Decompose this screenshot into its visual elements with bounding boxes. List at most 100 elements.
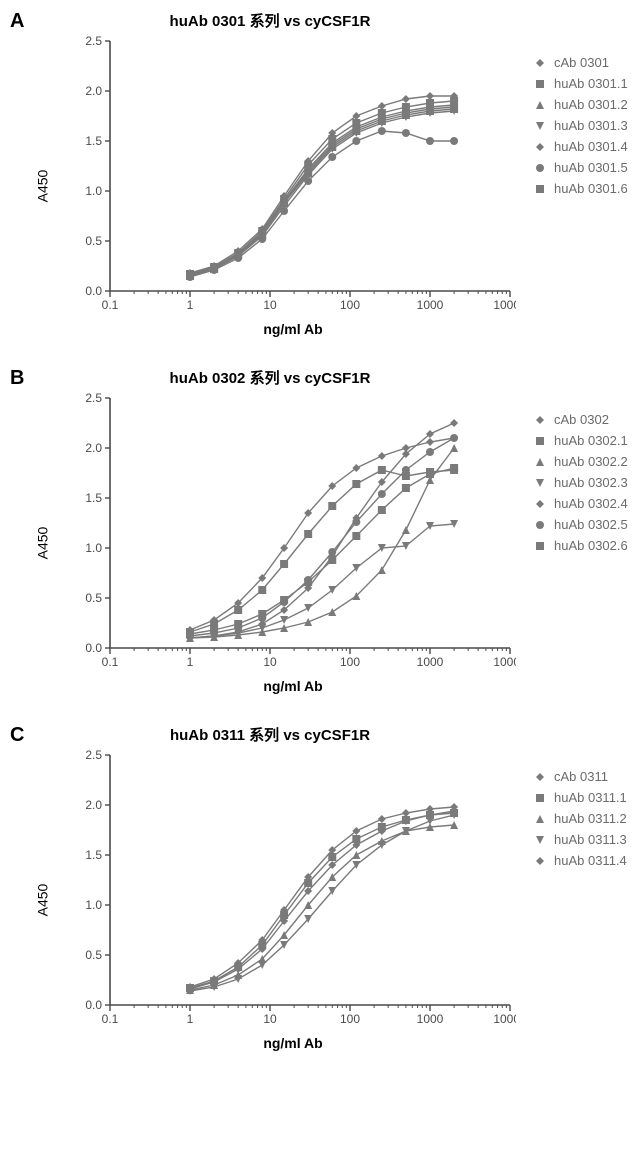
legend-item: cAb 0301 — [534, 55, 628, 70]
legend-item: huAb 0311.2 — [534, 811, 627, 826]
legend: cAb 0302 huAb 0302.1 huAb 0302.2 huAb 0302.… — [534, 412, 628, 559]
legend-marker-icon — [534, 120, 546, 132]
legend-marker-icon — [534, 519, 546, 531]
legend: cAb 0301huAb 0301.1huAb 0301.2huAb 0301.… — [534, 55, 628, 202]
svg-text:2.0: 2.0 — [85, 441, 102, 455]
legend-label: cAb 0311 — [554, 769, 608, 784]
chart-svg: 0.00.51.01.52.02.50.1110100100010000 — [70, 749, 516, 1033]
chart-row: A4500.00.51.01.52.02.50.1110100100010000… — [10, 392, 630, 694]
svg-text:1.5: 1.5 — [85, 848, 102, 862]
chart-svg: 0.00.51.01.52.02.50.1110100100010000 — [70, 35, 516, 319]
series-line — [190, 131, 454, 277]
svg-text:10: 10 — [263, 1012, 277, 1026]
legend-label: huAb 0311.2 — [554, 811, 627, 826]
legend-label: huAb 0301.6 — [554, 181, 628, 196]
x-axis-label: ng/ml Ab — [70, 1035, 516, 1051]
legend-marker-icon — [534, 813, 546, 825]
svg-text:1.0: 1.0 — [85, 184, 102, 198]
legend-item: huAb 0301.5 — [534, 160, 628, 175]
panel-b: BhuAb 0302 系列 vs cyCSF1RA4500.00.51.01.5… — [10, 367, 630, 694]
legend-item: huAb 0302.1 — [534, 433, 628, 448]
legend-marker-icon — [534, 141, 546, 153]
legend-label: huAb 0311.4 — [554, 853, 627, 868]
series-line — [190, 524, 454, 638]
legend-label: huAb 0311.3 — [554, 832, 627, 847]
svg-text:100: 100 — [340, 298, 360, 312]
svg-text:1.5: 1.5 — [85, 134, 102, 148]
series-line — [190, 105, 454, 275]
legend-item: huAb 0301.2 — [534, 97, 628, 112]
svg-text:2.5: 2.5 — [85, 749, 102, 762]
svg-text:2.0: 2.0 — [85, 798, 102, 812]
legend-item: huAb 0311.3 — [534, 832, 627, 847]
svg-text:10000: 10000 — [493, 298, 516, 312]
svg-text:100: 100 — [340, 655, 360, 669]
legend-marker-icon — [534, 477, 546, 489]
legend-marker-icon — [534, 498, 546, 510]
plot-area: A4500.00.51.01.52.02.50.1110100100010000… — [70, 35, 516, 337]
svg-text:2.0: 2.0 — [85, 84, 102, 98]
svg-text:1000: 1000 — [417, 1012, 444, 1026]
series-line — [190, 109, 454, 276]
svg-text:1: 1 — [187, 655, 194, 669]
svg-text:10000: 10000 — [493, 655, 516, 669]
legend-item: huAb 0301.3 — [534, 118, 628, 133]
legend-marker-icon — [534, 183, 546, 195]
legend-marker-icon — [534, 456, 546, 468]
series-line — [190, 811, 454, 989]
legend-marker-icon — [534, 771, 546, 783]
series-line — [190, 107, 454, 275]
legend-label: huAb 0301.5 — [554, 160, 628, 175]
legend-label: cAb 0302 — [554, 412, 609, 427]
legend-label: huAb 0301.2 — [554, 97, 628, 112]
series-line — [190, 96, 454, 273]
y-axis-label: A450 — [34, 527, 50, 560]
legend-marker-icon — [534, 57, 546, 69]
legend-marker-icon — [534, 162, 546, 174]
y-axis-label: A450 — [34, 170, 50, 203]
svg-text:0.0: 0.0 — [85, 641, 102, 655]
chart-row: A4500.00.51.01.52.02.50.1110100100010000… — [10, 749, 630, 1051]
svg-text:0.0: 0.0 — [85, 998, 102, 1012]
svg-text:1.0: 1.0 — [85, 898, 102, 912]
svg-text:1: 1 — [187, 1012, 194, 1026]
legend-marker-icon — [534, 99, 546, 111]
legend-marker-icon — [534, 834, 546, 846]
legend-item: huAb 0311.1 — [534, 790, 627, 805]
svg-text:0.5: 0.5 — [85, 948, 102, 962]
svg-text:0.5: 0.5 — [85, 234, 102, 248]
legend-label: huAb 0302.3 — [554, 475, 628, 490]
svg-text:1.5: 1.5 — [85, 491, 102, 505]
legend-label: huAb 0302.1 — [554, 433, 628, 448]
legend-item: huAb 0301.6 — [534, 181, 628, 196]
svg-text:0.0: 0.0 — [85, 284, 102, 298]
legend-label: huAb 0302.6 — [554, 538, 628, 553]
legend-label: huAb 0301.4 — [554, 139, 628, 154]
chart-title: huAb 0302 系列 vs cyCSF1R — [70, 367, 470, 388]
legend-label: cAb 0301 — [554, 55, 609, 70]
series-line — [190, 815, 454, 991]
legend: cAb 0311 huAb 0311.1 huAb 0311.2 huAb 0311.… — [534, 769, 627, 874]
x-axis-label: ng/ml Ab — [70, 321, 516, 337]
svg-text:0.1: 0.1 — [102, 655, 119, 669]
legend-item: huAb 0302.3 — [534, 475, 628, 490]
svg-text:1000: 1000 — [417, 655, 444, 669]
legend-item: cAb 0311 — [534, 769, 627, 784]
legend-marker-icon — [534, 540, 546, 552]
legend-item: huAb 0302.2 — [534, 454, 628, 469]
legend-marker-icon — [534, 414, 546, 426]
legend-marker-icon — [534, 435, 546, 447]
svg-text:1.0: 1.0 — [85, 541, 102, 555]
svg-text:10000: 10000 — [493, 1012, 516, 1026]
plot-area: A4500.00.51.01.52.02.50.1110100100010000… — [70, 749, 516, 1051]
series-line — [190, 438, 454, 630]
series-line — [190, 825, 454, 990]
svg-text:10: 10 — [263, 298, 277, 312]
legend-marker-icon — [534, 792, 546, 804]
figure-container: AhuAb 0301 系列 vs cyCSF1RA4500.00.51.01.5… — [10, 10, 630, 1051]
legend-item: huAb 0302.6 — [534, 538, 628, 553]
chart-row: A4500.00.51.01.52.02.50.1110100100010000… — [10, 35, 630, 337]
panel-c: ChuAb 0311 系列 vs cyCSF1RA4500.00.51.01.5… — [10, 724, 630, 1051]
svg-text:0.1: 0.1 — [102, 1012, 119, 1026]
svg-text:1: 1 — [187, 298, 194, 312]
